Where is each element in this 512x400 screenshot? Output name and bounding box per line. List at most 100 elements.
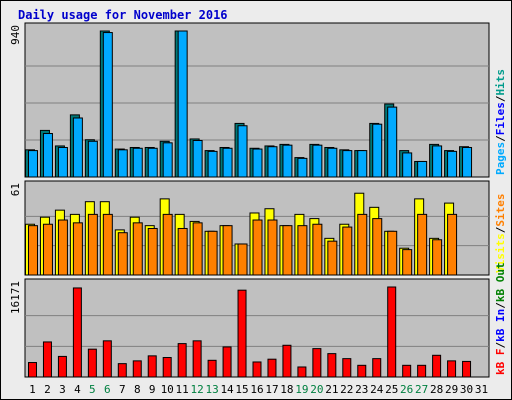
bar-sites [267, 219, 278, 276]
bar-pages [402, 152, 413, 178]
bar-sites [222, 225, 233, 276]
bar-pages [417, 160, 428, 178]
bar-kb-f [372, 358, 382, 378]
bar-sites [57, 219, 68, 276]
legend-item: Hits [494, 69, 507, 96]
bar-sites [252, 219, 263, 276]
x-tick-label: 23 [355, 383, 368, 396]
x-tick-label: 17 [265, 383, 278, 396]
bar-kb-f [312, 348, 322, 378]
x-tick-label: 14 [220, 383, 234, 396]
bar-pages [327, 147, 338, 178]
x-tick-label: 7 [119, 383, 126, 396]
bar-kb-f [327, 353, 337, 378]
bar-kb-f [132, 360, 142, 378]
bar-pages [102, 32, 113, 178]
bar-pages [387, 106, 398, 178]
chart-title: Daily usage for November 2016 [18, 8, 228, 22]
legend-item: Pages [494, 142, 507, 175]
legend-item: / [494, 135, 507, 142]
kbytes-panel [24, 278, 490, 378]
x-tick-label: 1 [29, 383, 36, 396]
bar-kb-f [342, 358, 352, 378]
bar-sites [72, 222, 83, 276]
bar-pages [372, 123, 383, 178]
bar-kb-f [432, 354, 442, 378]
x-tick-label: 31 [475, 383, 488, 396]
legend-item: Visits [494, 233, 507, 273]
kbytes-ymax-label: 16171 [9, 281, 22, 314]
x-tick-label: 3 [59, 383, 66, 396]
x-tick-label: 9 [149, 383, 156, 396]
bar-kb-f [402, 364, 412, 378]
x-tick-label: 28 [430, 383, 443, 396]
bar-sites [132, 222, 143, 276]
visits-legend: Visits/Sites [494, 194, 507, 274]
bar-sites [102, 213, 113, 276]
bar-sites [297, 225, 308, 276]
x-tick-label: 5 [89, 383, 96, 396]
bar-kb-f [357, 364, 367, 378]
legend-item: / [494, 95, 507, 102]
bar-pages [462, 146, 473, 178]
bar-sites [87, 213, 98, 276]
visits-ymax-label: 61 [9, 183, 22, 196]
legend-item: / [494, 342, 507, 349]
bar-sites [312, 223, 323, 276]
bar-sites [177, 227, 188, 276]
legend-item: kB Out [494, 262, 507, 302]
bar-pages [72, 117, 83, 178]
x-tick-label: 6 [104, 383, 111, 396]
x-tick-label: 13 [205, 383, 218, 396]
bar-kb-f [27, 362, 37, 378]
x-tick-label: 24 [370, 383, 384, 396]
bar-pages [357, 150, 368, 178]
bar-sites [417, 213, 428, 276]
bar-pages [42, 133, 53, 178]
x-tick-label: 21 [325, 383, 338, 396]
bar-kb-f [282, 344, 292, 378]
bar-pages [447, 150, 458, 178]
bar-kb-f [237, 289, 247, 378]
bar-pages [267, 146, 278, 178]
bar-pages [147, 147, 158, 178]
bar-sites [447, 213, 458, 276]
bar-kb-f [147, 355, 157, 378]
bar-pages [27, 150, 38, 178]
legend-item: kB In [494, 309, 507, 342]
bar-kb-f [297, 366, 307, 378]
bar-kb-f [222, 346, 232, 378]
bar-pages [237, 125, 248, 178]
bar-pages [132, 147, 143, 178]
x-tick-label: 4 [74, 383, 81, 396]
bar-kb-f [207, 359, 217, 378]
x-tick-label: 12 [191, 383, 204, 396]
bar-sites [147, 227, 158, 276]
bar-pages [282, 144, 293, 178]
x-tick-label: 27 [415, 383, 428, 396]
bar-pages [297, 157, 308, 178]
bar-sites [372, 218, 383, 276]
legend-item: kB F [494, 349, 507, 376]
x-tick-label: 26 [400, 383, 413, 396]
bar-sites [27, 225, 38, 276]
bar-kb-f [447, 360, 457, 378]
bar-sites [207, 230, 218, 276]
kbytes-legend: kB F/kB In/kB Out [494, 262, 507, 375]
bar-sites [282, 225, 293, 276]
bar-sites [402, 249, 413, 276]
bar-kb-f [387, 286, 397, 378]
bar-pages [222, 147, 233, 178]
bar-kb-f [462, 360, 472, 378]
x-tick-label: 29 [445, 383, 458, 396]
x-tick-label: 8 [134, 383, 141, 396]
legend-item: Files [494, 102, 507, 135]
x-tick-label: 19 [295, 383, 308, 396]
bar-sites [117, 232, 128, 276]
bar-kb-f [192, 340, 202, 378]
x-tick-label: 18 [280, 383, 293, 396]
bar-pages [252, 148, 263, 178]
bar-sites [387, 230, 398, 276]
bar-kb-f [252, 361, 262, 378]
